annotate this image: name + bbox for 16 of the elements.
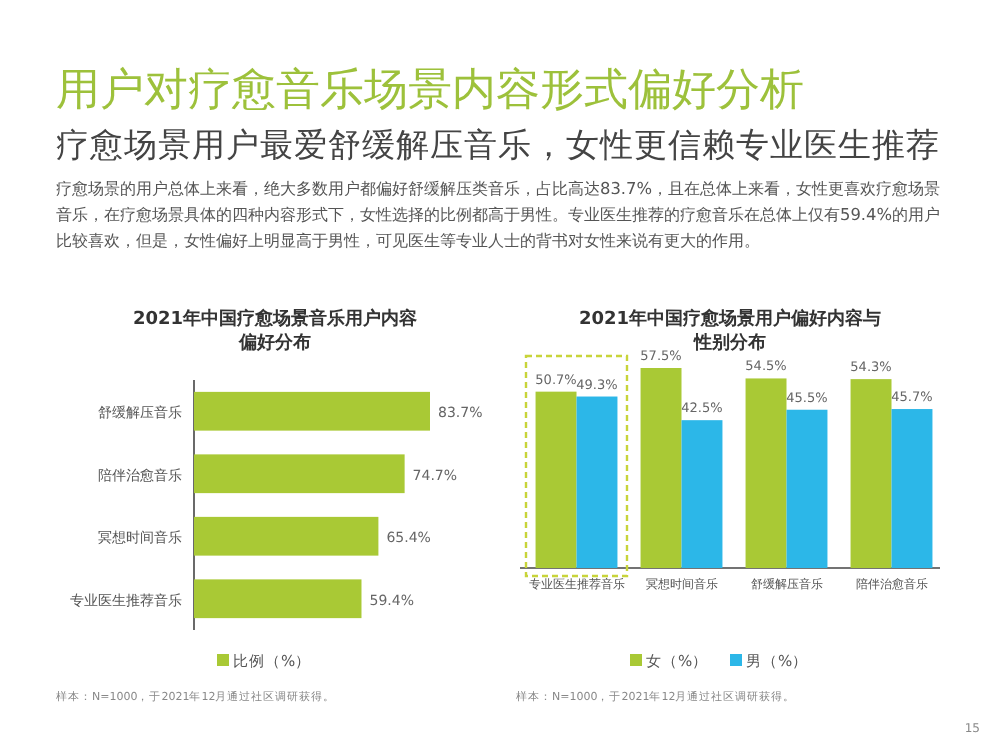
bar bbox=[786, 409, 828, 568]
bar bbox=[640, 368, 682, 568]
bar bbox=[850, 379, 892, 568]
chart-title: 2021年中国疗愈场景音乐用户内容偏好分布 bbox=[132, 308, 418, 354]
bar bbox=[194, 454, 405, 494]
text: 用户对疗愈音乐场景内容形式偏好分析 bbox=[56, 64, 804, 120]
bar bbox=[891, 409, 933, 568]
bar bbox=[745, 378, 787, 568]
text: 疗愈场景的用户总体上来看，绝大多数用户都偏好舒缓解压类音乐，占比高达83.7%，且在总体上来看，女性更喜欢疗愈场景音乐，在疗愈场景具体的四种内容形式下，女性选择的比例都高于男性。专业医生推荐的疗愈音乐在总体上仅有59.4%的用户比较喜欢，但是，女性偏好上明显高于男性，可见医生等专业人士的背书对女性来说有更大的作用。 bbox=[56, 176, 941, 254]
text: 疗愈场景用户最爱舒缓解压音乐，女性更信赖专业医生推荐 bbox=[56, 124, 940, 168]
bar bbox=[535, 391, 577, 568]
bar bbox=[194, 391, 430, 431]
bar bbox=[194, 579, 362, 619]
bar bbox=[194, 516, 379, 556]
bar bbox=[576, 396, 618, 568]
bar bbox=[681, 420, 723, 568]
